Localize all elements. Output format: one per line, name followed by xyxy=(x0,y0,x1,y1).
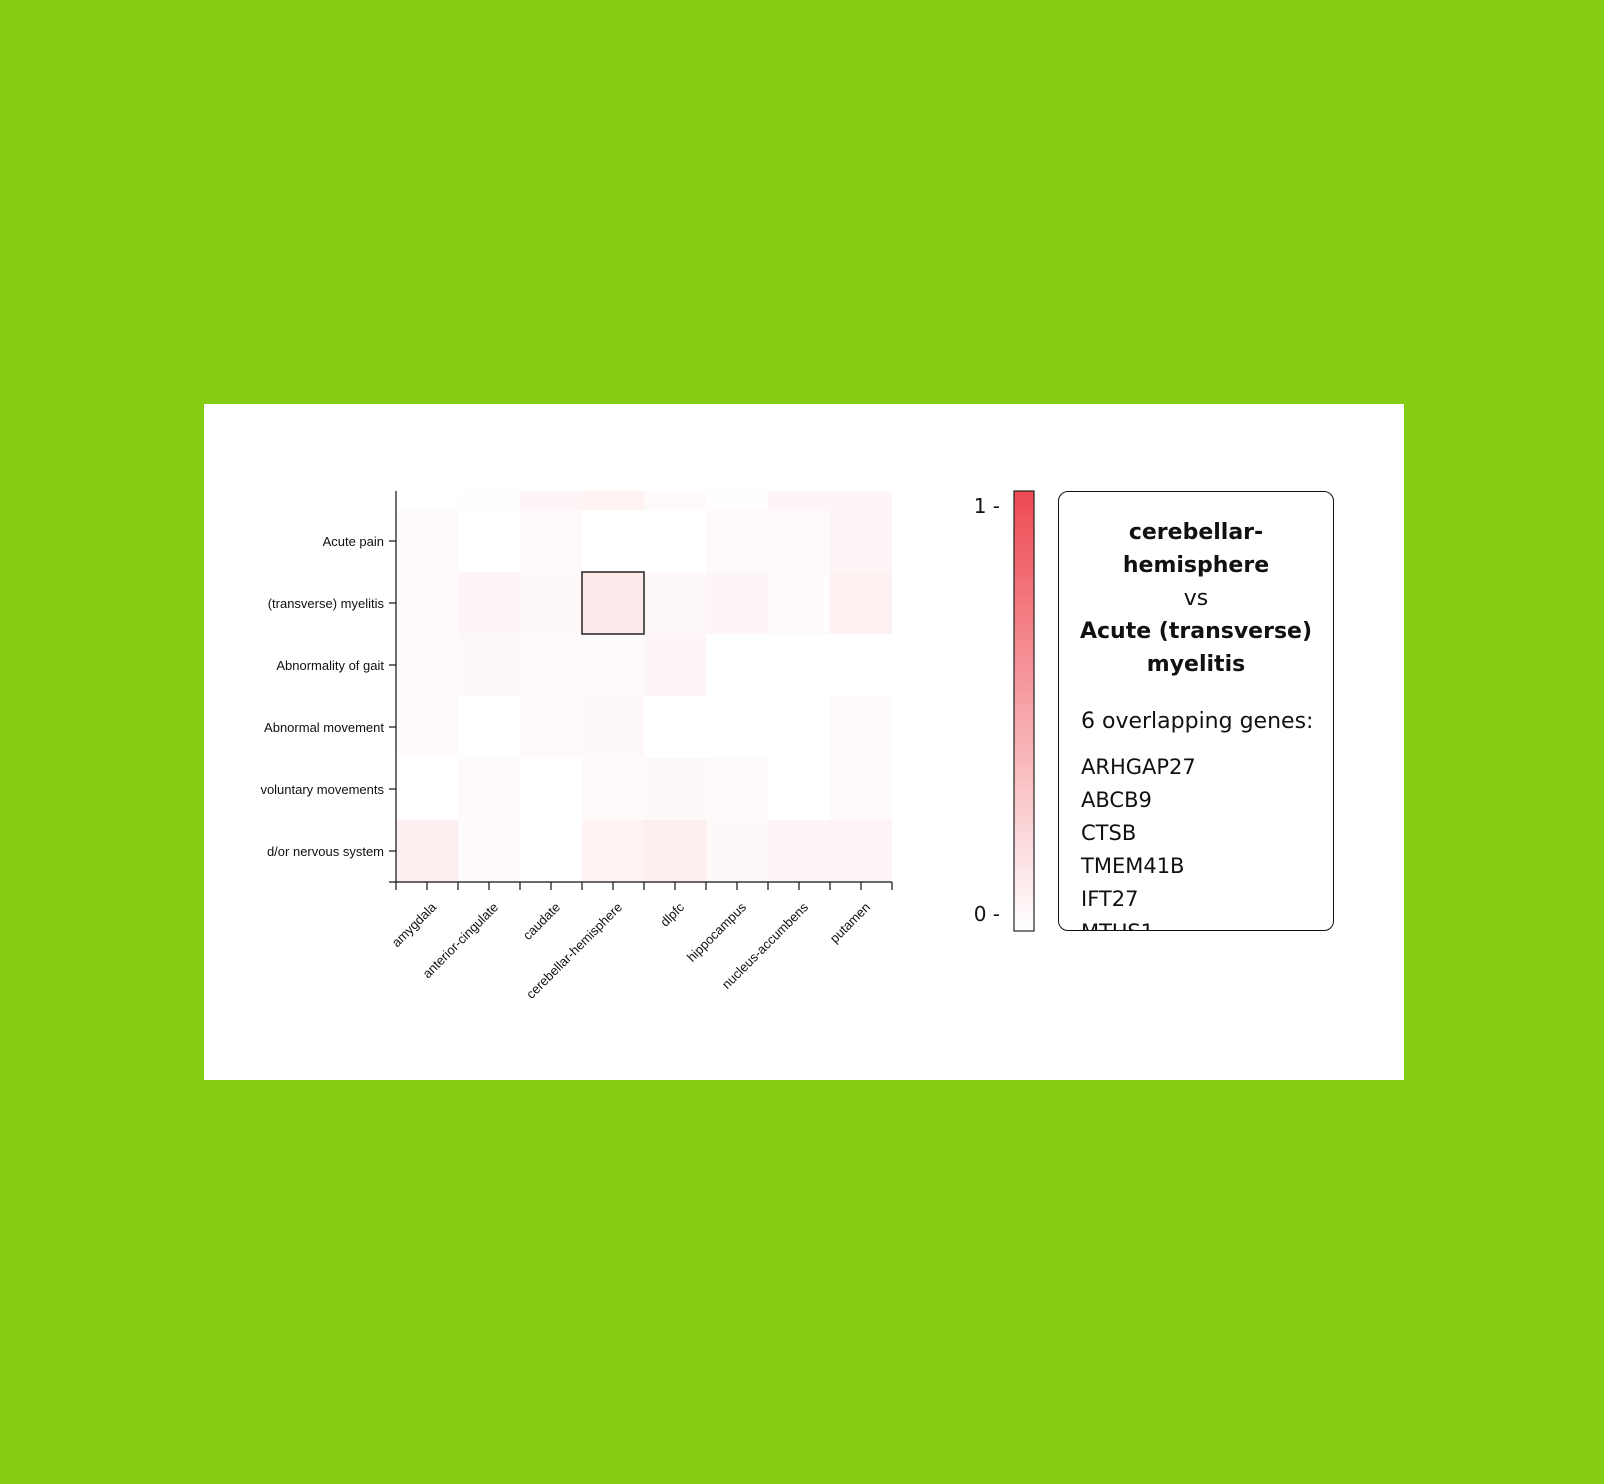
heatmap-cell-partial xyxy=(520,491,582,510)
y-tick-label: voluntary movements xyxy=(260,782,384,797)
heatmap-cell[interactable] xyxy=(582,758,644,820)
heatmap-cell[interactable] xyxy=(644,820,706,882)
heatmap-cell[interactable] xyxy=(706,572,768,634)
color-scale-label: 0 - xyxy=(974,902,1000,926)
heatmap-cell[interactable] xyxy=(644,634,706,696)
heatmap-cell[interactable] xyxy=(458,572,520,634)
color-scale-legend: 1 - 0 - xyxy=(974,490,1035,932)
heatmap-cell-partial xyxy=(396,491,458,510)
heatmap-cell[interactable] xyxy=(706,696,768,758)
heatmap-cell[interactable] xyxy=(644,510,706,572)
heatmap-cell[interactable] xyxy=(768,634,830,696)
heatmap-cell[interactable] xyxy=(520,572,582,634)
overlap-info-panel: cerebellar-hemisphere vs Acute (transver… xyxy=(1058,491,1334,931)
heatmap-cell[interactable] xyxy=(706,634,768,696)
heatmap-cell[interactable] xyxy=(644,758,706,820)
heatmap-cell[interactable] xyxy=(768,510,830,572)
heatmap-cell[interactable] xyxy=(582,510,644,572)
gene-item: CTSB xyxy=(1081,821,1137,845)
y-tick-label: Acute pain xyxy=(323,534,384,549)
heatmap-cell[interactable] xyxy=(706,758,768,820)
gene-list: ARHGAP27 ABCB9 CTSB TMEM41B IFT27 MTUS1 xyxy=(1081,751,1333,930)
heatmap-cell[interactable] xyxy=(830,820,892,882)
gene-item: ARHGAP27 xyxy=(1081,755,1196,779)
y-tick-label: Abnormality of gait xyxy=(276,658,384,673)
heatmap-cell[interactable] xyxy=(458,634,520,696)
heatmap-cell[interactable] xyxy=(396,634,458,696)
heatmap-cell[interactable] xyxy=(396,758,458,820)
heatmap-cell[interactable] xyxy=(458,758,520,820)
heatmap-cell[interactable] xyxy=(458,696,520,758)
y-tick-label: (transverse) myelitis xyxy=(268,596,385,611)
heatmap-cell[interactable] xyxy=(520,820,582,882)
selected-region-title: cerebellar-hemisphere xyxy=(1122,520,1270,578)
heatmap-cell[interactable] xyxy=(582,634,644,696)
color-scale-bar xyxy=(1013,490,1035,932)
heatmap-cell[interactable] xyxy=(582,572,644,634)
heatmap-cell[interactable] xyxy=(768,820,830,882)
heatmap-cell[interactable] xyxy=(768,758,830,820)
heatmap-cell[interactable] xyxy=(582,820,644,882)
heatmap-cell[interactable] xyxy=(396,696,458,758)
heatmap-cell[interactable] xyxy=(768,696,830,758)
heatmap-cell[interactable] xyxy=(520,696,582,758)
heatmap-cell-partial xyxy=(458,491,520,510)
heatmap-cell[interactable] xyxy=(830,758,892,820)
heatmap-cell-partial xyxy=(830,491,892,510)
heatmap-cell[interactable] xyxy=(706,510,768,572)
selected-disease-title: Acute (transverse) myelitis xyxy=(1079,619,1313,677)
heatmap-cell[interactable] xyxy=(520,510,582,572)
heatmap-cell[interactable] xyxy=(644,572,706,634)
heatmap-cell-partial xyxy=(582,491,644,510)
heatmap-cell[interactable] xyxy=(644,696,706,758)
heatmap-cell-partial xyxy=(644,491,706,510)
gene-item: ABCB9 xyxy=(1081,788,1152,812)
color-scale-label: 1 - xyxy=(974,494,1000,518)
overlap-count-label: 6 overlapping genes: xyxy=(1081,709,1314,734)
vs-label: vs xyxy=(1183,586,1209,611)
heatmap-cell[interactable] xyxy=(582,696,644,758)
heatmap-cell[interactable] xyxy=(396,572,458,634)
label-clip-mask xyxy=(204,404,258,1024)
heatmap-cell[interactable] xyxy=(520,758,582,820)
y-tick-label: Abnormal movement xyxy=(264,720,384,735)
highlighted-cell-outline xyxy=(581,571,645,635)
heatmap-cell[interactable] xyxy=(520,634,582,696)
heatmap-cell[interactable] xyxy=(458,820,520,882)
y-tick-label: d/or nervous system xyxy=(267,844,384,859)
heatmap-cell[interactable] xyxy=(706,820,768,882)
heatmap-cell-partial xyxy=(768,491,830,510)
heatmap-cell[interactable] xyxy=(458,510,520,572)
heatmap-cell-partial xyxy=(706,491,768,510)
heatmap-cell[interactable] xyxy=(396,510,458,572)
heatmap-cell[interactable] xyxy=(830,572,892,634)
gene-item: IFT27 xyxy=(1081,887,1139,911)
heatmap-cell[interactable] xyxy=(830,510,892,572)
heatmap-cell[interactable] xyxy=(830,634,892,696)
heatmap-cell[interactable] xyxy=(396,820,458,882)
chart-card: Acute pain (transverse) myelitis Abnormali… xyxy=(204,404,1404,1080)
heatmap-cell[interactable] xyxy=(830,696,892,758)
gene-item: MTUS1 xyxy=(1081,916,1333,930)
gene-item: TMEM41B xyxy=(1081,854,1185,878)
heatmap[interactable]: Acute pain (transverse) myelitis Abnormali… xyxy=(204,404,904,1024)
heatmap-cell[interactable] xyxy=(768,572,830,634)
